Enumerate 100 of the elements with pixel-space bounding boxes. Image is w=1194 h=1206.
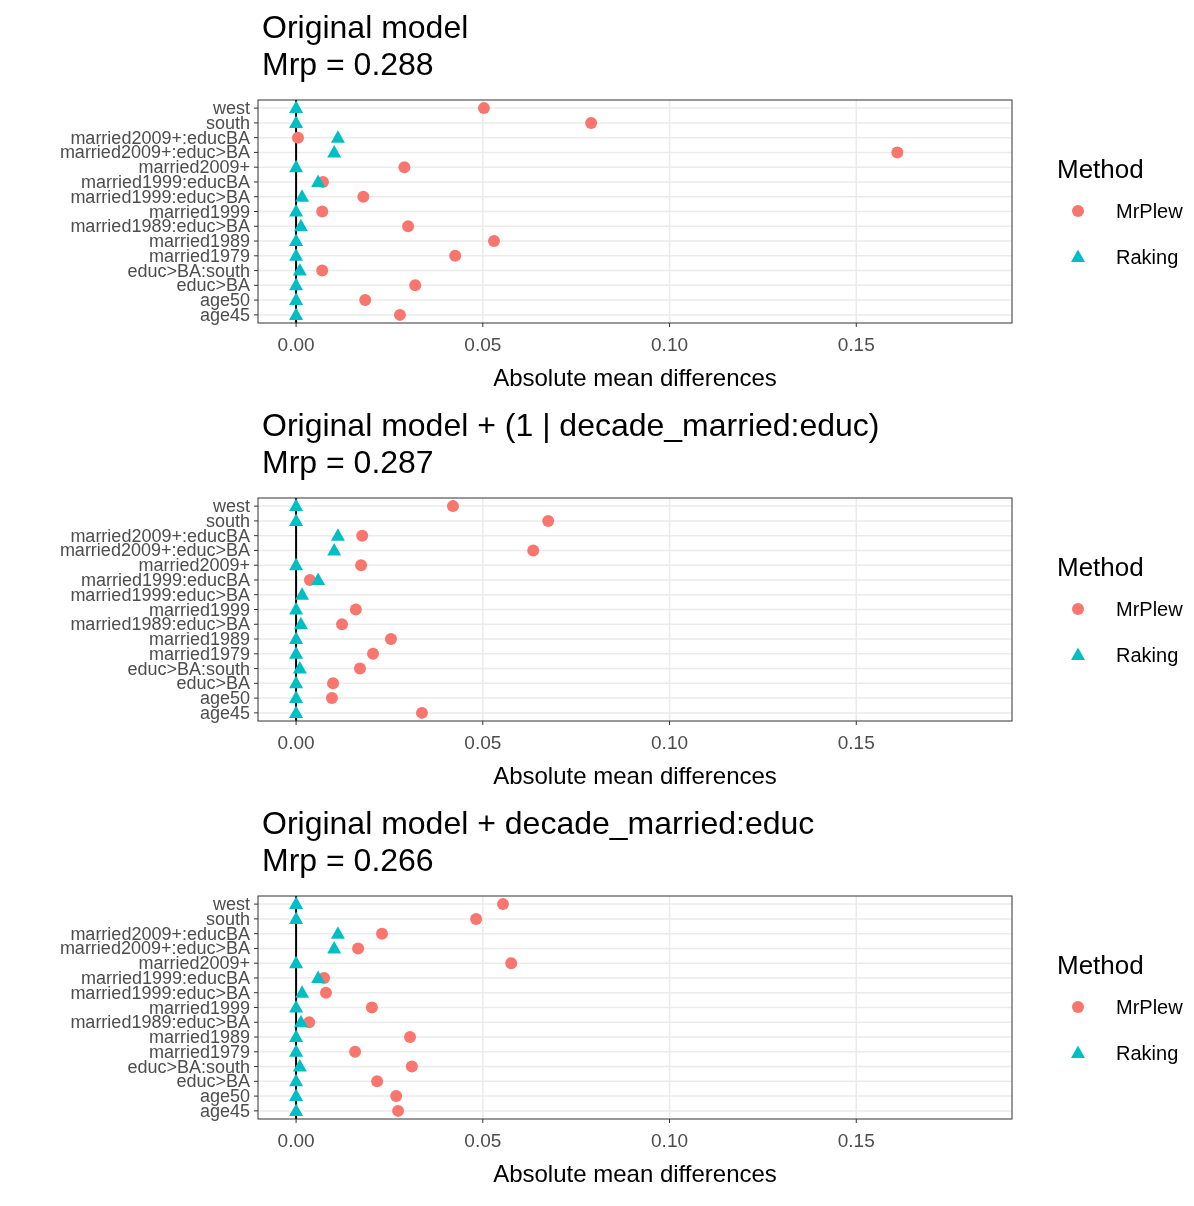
chart-subtitle: Mrp = 0.266 [262, 842, 434, 878]
x-tick-label: 0.00 [277, 334, 315, 355]
point [327, 677, 340, 690]
point [289, 631, 304, 645]
point [311, 572, 326, 585]
point [316, 205, 329, 218]
point [289, 277, 304, 291]
point [357, 190, 370, 203]
point [289, 1044, 304, 1057]
point [319, 986, 332, 999]
chart-title: Original model + decade_married:educ [262, 805, 815, 841]
point [496, 898, 509, 911]
point [352, 942, 365, 955]
point [330, 528, 345, 541]
point [292, 661, 307, 674]
legend-label: MrPlew [1116, 200, 1184, 222]
point [405, 1060, 418, 1073]
point [289, 896, 304, 910]
point [330, 130, 345, 143]
point [356, 529, 369, 542]
point [325, 692, 338, 705]
legend-label: Raking [1116, 1042, 1179, 1064]
point [311, 970, 326, 983]
point [289, 1000, 304, 1013]
chart-subtitle: Mrp = 0.288 [262, 46, 434, 82]
x-tick-label: 0.10 [651, 334, 689, 355]
point [375, 927, 388, 940]
point [336, 618, 349, 631]
x-tick-label: 0.10 [651, 1130, 689, 1151]
point [392, 1104, 405, 1117]
legend-title: Method [1057, 950, 1144, 980]
point [349, 1045, 362, 1058]
point [289, 705, 304, 718]
point [353, 662, 366, 675]
point [891, 146, 904, 159]
point [293, 218, 308, 232]
x-tick-label: 0.00 [277, 732, 315, 753]
point [365, 1001, 378, 1014]
point [295, 189, 310, 202]
point [402, 220, 415, 233]
point [289, 557, 304, 571]
point [404, 1031, 416, 1044]
point [488, 235, 501, 248]
point [470, 912, 483, 925]
x-tick-label: 0.15 [837, 1130, 875, 1151]
chart-title: Original model + (1 | decade_married:educ) [262, 407, 880, 443]
point [289, 675, 304, 689]
point [355, 559, 368, 572]
point [327, 940, 342, 954]
point [542, 514, 555, 527]
point [289, 1088, 304, 1102]
point [316, 264, 329, 277]
point [289, 602, 304, 615]
point [393, 308, 406, 321]
point [327, 144, 342, 158]
point [289, 292, 304, 306]
point [289, 248, 304, 261]
point [327, 542, 342, 556]
point [367, 647, 380, 660]
legend-label: Raking [1116, 246, 1179, 268]
point [289, 307, 304, 320]
point [398, 161, 411, 174]
point [390, 1090, 403, 1103]
point [449, 249, 462, 262]
point [289, 955, 304, 969]
point [585, 116, 598, 129]
chart-title: Original model [262, 9, 469, 45]
point [293, 1014, 308, 1028]
point [505, 957, 518, 970]
x-tick-label: 0.15 [837, 732, 875, 753]
point [289, 159, 304, 173]
x-axis-title: Absolute mean differences [493, 364, 777, 391]
point [293, 616, 308, 630]
point [330, 926, 345, 939]
point [289, 100, 304, 114]
point [289, 646, 304, 659]
x-tick-label: 0.05 [464, 732, 502, 753]
point [477, 102, 490, 115]
point [295, 587, 310, 600]
point [289, 498, 304, 512]
point [415, 706, 428, 719]
point [527, 544, 540, 557]
chart-subtitle: Mrp = 0.287 [262, 444, 434, 480]
legend-label: MrPlew [1116, 996, 1184, 1018]
point [359, 294, 372, 307]
point [289, 911, 304, 924]
point [289, 1103, 304, 1116]
point [289, 233, 304, 247]
point [291, 131, 304, 144]
point [289, 513, 304, 526]
point [311, 174, 326, 187]
point [371, 1075, 384, 1088]
point [295, 985, 310, 998]
legend-label: MrPlew [1116, 598, 1184, 620]
x-tick-label: 0.00 [277, 1130, 315, 1151]
legend-label: Raking [1116, 644, 1179, 666]
x-tick-label: 0.10 [651, 732, 689, 753]
x-tick-label: 0.15 [837, 334, 875, 355]
point [289, 204, 304, 217]
point [446, 500, 459, 513]
